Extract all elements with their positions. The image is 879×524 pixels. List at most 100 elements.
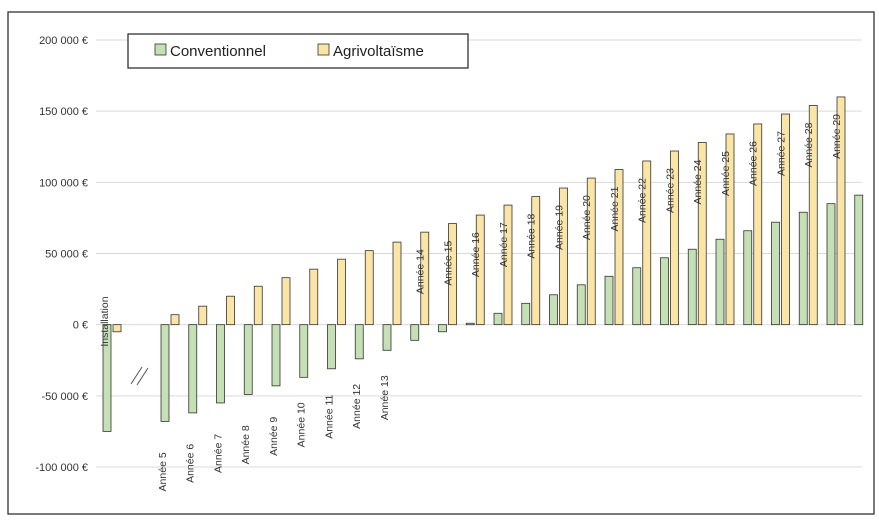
bar-conventionnel [216,324,225,404]
y-axis-ticks: -100 000 € -50 000 € 0 € 50 000 € 100 000 € 1… [35,35,88,474]
bar-conventionnel [410,324,420,341]
bar-agrivoltaisme [475,214,485,326]
bar-conventionnel [798,211,808,326]
bar-conventionnel [604,275,614,326]
category-label: Année 27 [776,131,788,176]
bar-agrivoltaisme [448,223,457,326]
bar-agrivoltaisme [531,196,541,326]
bar-conventionnel [102,324,112,432]
category-label: Année 7 [213,434,225,473]
category-label: Année 25 [720,151,732,196]
y-tick-label: 150 000 € [39,106,88,118]
category-label: Année 19 [554,205,566,250]
category-label: Année 23 [665,168,677,213]
category-label: Année 9 [268,417,280,456]
y-tick-label: -50 000 € [42,391,88,403]
category-label: Année 5 [157,452,169,491]
category-label: Année 29 [831,114,843,159]
category-label: Année 18 [526,213,538,258]
category-label: Installation [99,296,111,346]
category-label: Année 13 [379,375,391,420]
bar-conventionnel [327,324,336,370]
bars [102,96,864,432]
y-tick-label: 100 000 € [39,177,88,189]
bar-conventionnel [521,302,531,326]
category-label: Année 20 [581,195,593,240]
category-label: Année 24 [692,159,704,204]
bar-conventionnel [160,324,170,422]
category-label: Année 28 [803,122,815,167]
bar-conventionnel [382,324,392,351]
bar-agrivoltaisme [781,113,790,326]
bar-agrivoltaisme [697,142,707,326]
bar-conventionnel [438,324,447,333]
legend-label-conventionnel: Conventionnel [170,43,266,60]
bar-agrivoltaisme [559,187,568,326]
bar-conventionnel [826,203,836,326]
bar-agrivoltaisme [808,105,818,326]
bar-conventionnel [465,322,475,326]
axis-break-mark [136,367,149,386]
bar-agrivoltaisme [420,231,430,326]
category-label: Année 14 [415,249,427,294]
bar-agrivoltaisme [503,204,513,326]
bar-agrivoltaisme [112,324,122,333]
y-tick-label: 0 € [73,320,88,332]
bar-conventionnel [549,294,558,326]
bar-conventionnel [188,324,198,414]
category-label: Année 10 [296,402,308,447]
category-label: Année 8 [240,425,252,464]
bar-conventionnel [576,284,586,326]
bar-agrivoltaisme [364,250,374,326]
bar-agrivoltaisme [614,169,624,326]
bar-agrivoltaisme [337,258,346,326]
legend-swatch-conventionnel [154,43,167,56]
legend-swatch-agrivoltaisme [317,43,330,56]
bar-agrivoltaisme [586,177,596,326]
bar-conventionnel [493,312,503,326]
bar-conventionnel [660,257,669,326]
axis-break-mark [130,366,143,385]
bar-conventionnel [687,248,697,326]
y-tick-label: 50 000 € [45,249,88,261]
bar-conventionnel [771,221,780,326]
bar-conventionnel [271,324,281,387]
bar-agrivoltaisme [170,314,180,326]
category-label: Année 11 [324,394,336,438]
bar-agrivoltaisme [836,96,846,326]
category-label: Année 12 [351,384,363,429]
category-label: Année 21 [609,186,621,231]
bar-agrivoltaisme [725,133,735,326]
bar-agrivoltaisme [642,160,652,326]
bar-agrivoltaisme [753,123,763,326]
category-label: Année 16 [470,232,482,277]
axis-break [130,366,149,386]
category-label: Année 30 [868,0,879,3]
bar-conventionnel [243,324,253,395]
bar-agrivoltaisme [392,241,402,326]
bar-conventionnel [854,194,864,326]
category-label: Année 6 [185,444,197,483]
bar-conventionnel [715,238,725,326]
bar-conventionnel [743,230,753,326]
bar-agrivoltaisme [253,285,263,326]
y-tick-label: -100 000 € [35,462,88,474]
y-tick-label: 200 000 € [39,35,88,47]
bar-conventionnel [632,267,642,326]
legend: Conventionnel Agrivoltaïsme [127,33,469,69]
legend-box [127,33,469,69]
bar-agrivoltaisme [198,305,208,326]
bar-conventionnel [354,324,364,360]
bar-agrivoltaisme [309,268,319,326]
bar-agrivoltaisme [670,150,679,326]
category-label: Année 17 [498,222,510,267]
legend-label-agrivoltaisme: Agrivoltaïsme [333,43,424,60]
category-label: Année 22 [637,178,649,223]
category-labels: Installation Année 5 Année 6 Année 7 Année 8… [99,0,879,491]
category-label: Année 15 [443,240,455,285]
bar-agrivoltaisme [226,295,235,326]
bar-conventionnel [299,324,309,378]
bar-agrivoltaisme [281,277,291,326]
